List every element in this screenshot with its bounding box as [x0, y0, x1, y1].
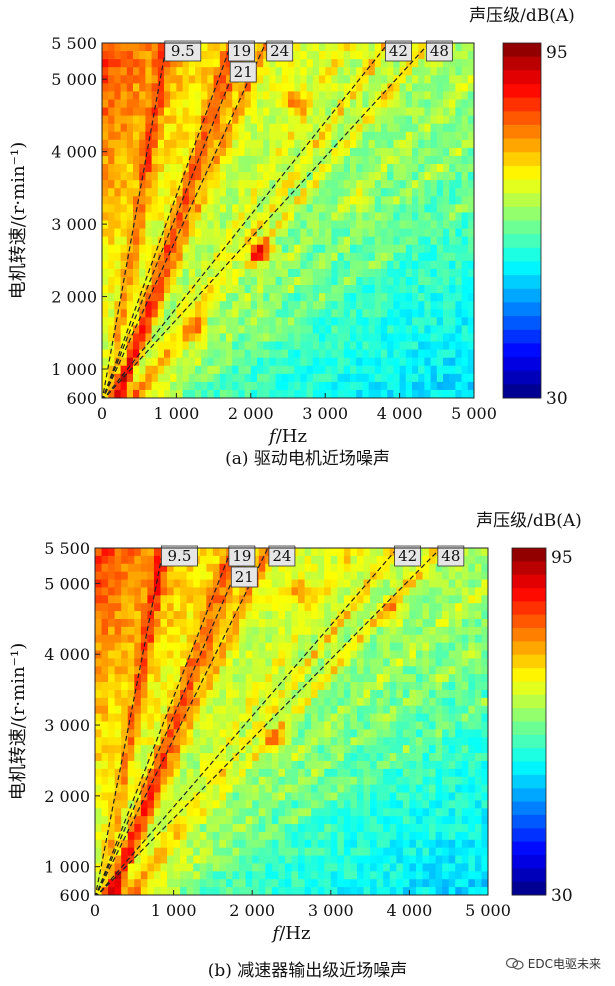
order-label-42: 42 — [394, 545, 422, 567]
svg-text:9.5: 9.5 — [171, 42, 195, 60]
colorbar — [511, 547, 547, 896]
order-label-21: 21 — [230, 566, 258, 588]
y-tick-label: 4 000 — [44, 645, 90, 664]
order-label-24: 24 — [268, 545, 296, 567]
x-tick-label: 1 000 — [151, 901, 197, 920]
x-tick-label: 4 000 — [377, 404, 423, 423]
y-tick-label: 2 000 — [44, 787, 90, 806]
wechat-icon — [505, 957, 524, 970]
colorbar — [502, 42, 542, 399]
order-label-24: 24 — [266, 40, 294, 62]
x-tick-label: 5 000 — [451, 404, 497, 423]
order-line-21 — [102, 43, 246, 398]
y-tick-label: 600 — [66, 389, 97, 408]
order-label-21: 21 — [229, 61, 257, 83]
order-line-48 — [96, 548, 442, 895]
order-lines — [102, 43, 430, 398]
x-tick-label: 2 000 — [228, 404, 274, 423]
order-line-9-5 — [95, 548, 165, 895]
colorbar-title: 声压级/dB(A) — [476, 511, 582, 531]
order-line-42 — [96, 548, 399, 895]
x-tick-label: 2 000 — [229, 901, 275, 920]
plot-frame — [101, 42, 475, 399]
colorbar-max-label: 95 — [551, 548, 573, 568]
x-tick-label: 0 — [97, 404, 107, 423]
order-label-48: 48 — [425, 40, 453, 62]
order-lines — [95, 548, 442, 895]
chart-a-caption: (a) 驱动电机近场噪声 — [225, 449, 390, 469]
order-label-48: 48 — [437, 545, 465, 567]
x-tick-label: 4 000 — [386, 901, 432, 920]
order-label-19: 19 — [228, 40, 255, 62]
x-tick-label: 3 000 — [302, 404, 348, 423]
y-axis-label: 电机转速/(r·min⁻¹) — [8, 142, 29, 300]
y-axis-label: 电机转速/(r·min⁻¹) — [8, 643, 29, 801]
x-tick-label: 5 000 — [465, 901, 511, 920]
chart-b-caption: (b) 减速器输出级近场噪声 — [207, 961, 408, 981]
order-label-19: 19 — [228, 545, 256, 567]
order-label-42: 42 — [385, 40, 412, 62]
y-tick-label: 1 000 — [44, 858, 90, 877]
watermark-text: EDC电驱未来 — [527, 957, 601, 971]
order-line-24 — [95, 548, 269, 895]
order-line-42 — [103, 43, 389, 398]
x-tick-label: 1 000 — [153, 404, 199, 423]
heatmap-field — [102, 43, 474, 398]
svg-text:21: 21 — [234, 63, 253, 81]
order-line-48 — [103, 43, 430, 398]
x-tick-label: 0 — [90, 901, 100, 920]
y-tick-label: 5 500 — [51, 34, 97, 53]
x-tick-label: 3 000 — [308, 901, 354, 920]
y-tick-label: 2 000 — [51, 288, 97, 307]
svg-text:19: 19 — [232, 42, 251, 60]
heatmap-field — [95, 548, 488, 895]
svg-text:42: 42 — [389, 42, 408, 60]
svg-text:48: 48 — [430, 42, 449, 60]
chart-panel-b: 9.5 19 21 24 42 48 0 1 000 2 000 3 000 4 000 5 000 6… — [0, 504, 615, 981]
order-line-24 — [102, 43, 267, 398]
watermark: EDC电驱未来 — [505, 955, 601, 972]
y-tick-label: 5 000 — [51, 70, 97, 89]
y-tick-label: 600 — [59, 886, 90, 905]
chart-panel-a: 9.5 19 21 24 42 48 0 1 000 2 000 3 000 4 000 5 000 6… — [0, 0, 615, 470]
y-tick-label: 3 000 — [44, 716, 90, 735]
y-tick-label: 5 000 — [44, 574, 90, 593]
y-tick-label: 4 000 — [51, 143, 97, 162]
order-label-9-5: 9.5 — [161, 545, 198, 567]
order-label-9-5: 9.5 — [164, 40, 202, 62]
colorbar-min-label: 30 — [551, 886, 573, 906]
x-axis-label: f/Hz — [271, 923, 311, 944]
chart-a-svg: 9.5 19 21 24 42 48 0 1 000 2 000 3 000 4 000 5 000 6… — [8, 6, 575, 447]
y-tick-label: 5 500 — [44, 539, 90, 558]
colorbar-min-label: 30 — [546, 389, 568, 409]
plot-frame — [94, 547, 489, 896]
order-line-9-5 — [102, 43, 168, 398]
order-line-19 — [95, 548, 233, 895]
x-axis-label: f/Hz — [267, 426, 307, 447]
colorbar-max-label: 95 — [546, 43, 568, 63]
y-tick-label: 1 000 — [51, 360, 97, 379]
y-tick-label: 3 000 — [51, 215, 97, 234]
colorbar-title: 声压级/dB(A) — [469, 6, 575, 26]
svg-text:24: 24 — [270, 42, 289, 60]
